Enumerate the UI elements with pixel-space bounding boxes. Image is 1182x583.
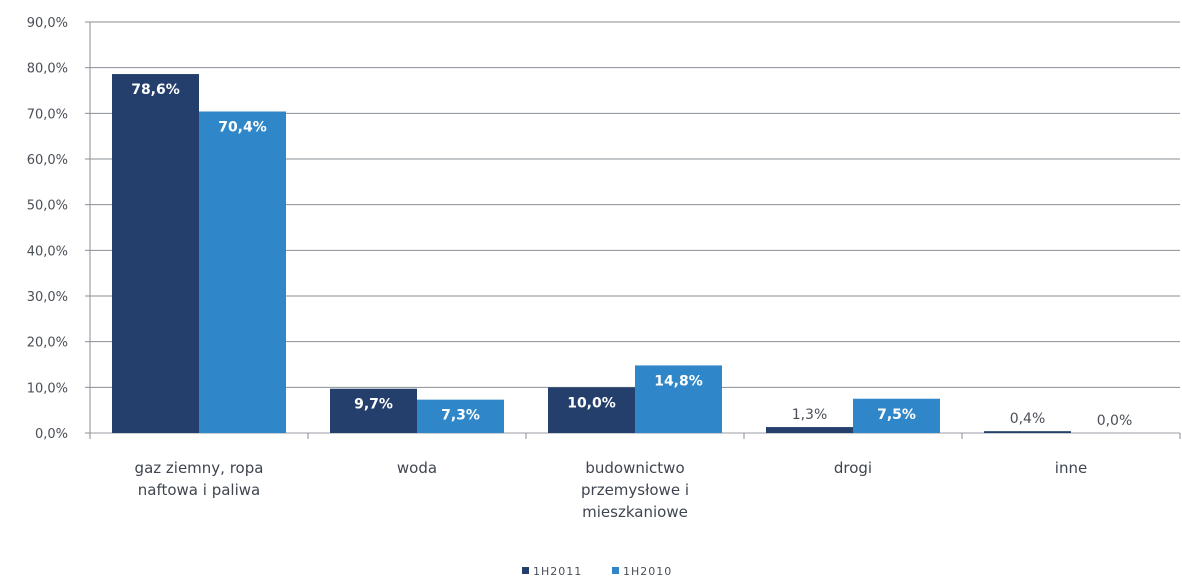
category-label: budownictwo: [585, 459, 684, 477]
bar-1h2011-4: [984, 431, 1071, 433]
data-label: 78,6%: [131, 82, 180, 98]
y-tick-label: 70,0%: [27, 107, 68, 122]
bar-1h2011-2: [548, 387, 635, 433]
bar-1h2010-0: [199, 111, 286, 434]
data-label: 70,4%: [218, 120, 267, 136]
bar-1h2010-1: [417, 399, 504, 433]
bar-1h2011-3: [766, 427, 853, 433]
legend-label: 1H2011: [533, 565, 582, 578]
y-tick-label: 40,0%: [27, 244, 68, 259]
data-label: 10,0%: [567, 395, 616, 411]
category-label: naftowa i paliwa: [138, 481, 260, 499]
bar-1h2011-1: [330, 388, 417, 433]
y-tick-label: 90,0%: [27, 16, 68, 31]
data-label: 7,3%: [441, 408, 480, 424]
category-label: mieszkaniowe: [582, 503, 688, 521]
y-tick-label: 20,0%: [27, 336, 68, 351]
y-tick-label: 50,0%: [27, 199, 68, 214]
y-tick-label: 60,0%: [27, 153, 68, 168]
data-label: 7,5%: [877, 407, 916, 423]
y-tick-label: 10,0%: [27, 381, 68, 396]
data-label: 0,4%: [1010, 411, 1046, 427]
data-label: 14,8%: [654, 373, 703, 389]
bar-1h2010-3: [853, 398, 940, 433]
category-label: przemysłowe i: [581, 481, 689, 499]
bar-1h2011-0: [112, 74, 199, 433]
data-label: 1,3%: [792, 407, 828, 423]
data-label: 0,0%: [1097, 413, 1133, 429]
legend-label: 1H2010: [623, 565, 672, 578]
y-tick-label: 80,0%: [27, 62, 68, 77]
category-label: drogi: [834, 459, 872, 477]
category-label: gaz ziemny, ropa: [135, 459, 264, 477]
legend-swatch: [522, 567, 529, 574]
y-tick-label: 30,0%: [27, 290, 68, 305]
category-label: woda: [397, 459, 437, 477]
legend-swatch: [612, 567, 619, 574]
category-label: inne: [1055, 459, 1087, 477]
y-tick-label: 0,0%: [35, 427, 68, 442]
data-label: 9,7%: [354, 397, 393, 413]
bar-1h2010-2: [635, 365, 722, 433]
